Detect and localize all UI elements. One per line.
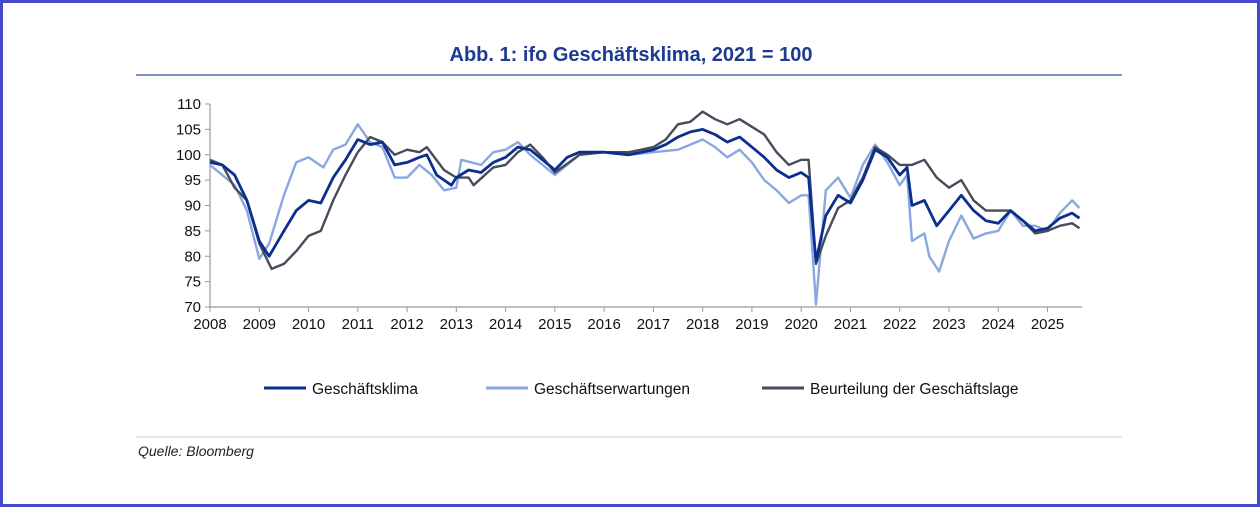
x-tick-label: 2023: [932, 316, 965, 333]
x-tick-label: 2018: [686, 316, 719, 333]
y-tick-label: 80: [184, 248, 201, 265]
axes: 70 75 80 85 90 95 100 105 110 2008 2009 2010 2011 201…: [176, 96, 1082, 333]
x-tick-label: 2022: [883, 316, 916, 333]
series-line-2: [209, 110, 1081, 271]
chart-title: Abb. 1: ifo Geschäftsklima, 2021 = 100: [450, 44, 813, 66]
x-tick-label: 2012: [390, 316, 423, 333]
legend-label-0: Geschäftsklima: [312, 381, 418, 398]
y-tick-label: 90: [184, 198, 201, 215]
x-tick-label: 2009: [243, 316, 276, 333]
x-tick-label: 2020: [784, 316, 817, 333]
x-tick-label: 2011: [342, 316, 374, 333]
legend: Geschäftsklima Geschäftserwartungen Beurte…: [264, 381, 1019, 398]
x-tick-label: 2019: [735, 316, 768, 333]
x-tick-label: 2024: [982, 316, 1015, 333]
y-tick-label: 70: [184, 299, 201, 316]
x-tick-label: 2016: [587, 316, 620, 333]
y-tick-label: 75: [184, 274, 201, 291]
y-tick-label: 105: [176, 121, 201, 138]
y-tick-label: 95: [184, 172, 201, 189]
y-tick-label: 100: [176, 147, 201, 164]
x-tick-label: 2021: [834, 316, 867, 333]
x-tick-label: 2025: [1031, 316, 1064, 333]
x-tick-label: 2014: [489, 316, 522, 333]
x-tick-label: 2017: [637, 316, 670, 333]
legend-label-1: Geschäftserwartungen: [534, 381, 690, 398]
x-tick-label: 2013: [440, 316, 473, 333]
series-line-0: [209, 128, 1081, 263]
series-line-1: [209, 123, 1081, 306]
y-tick-label: 110: [177, 96, 201, 113]
x-tick-label: 2008: [193, 316, 226, 333]
legend-label-2: Beurteilung der Geschäftslage: [810, 381, 1019, 398]
series-lines: [209, 110, 1081, 306]
source-note: Quelle: Bloomberg: [138, 443, 254, 459]
x-tick-label: 2015: [538, 316, 571, 333]
y-tick-label: 85: [184, 223, 201, 240]
x-tick-label: 2010: [292, 316, 325, 333]
